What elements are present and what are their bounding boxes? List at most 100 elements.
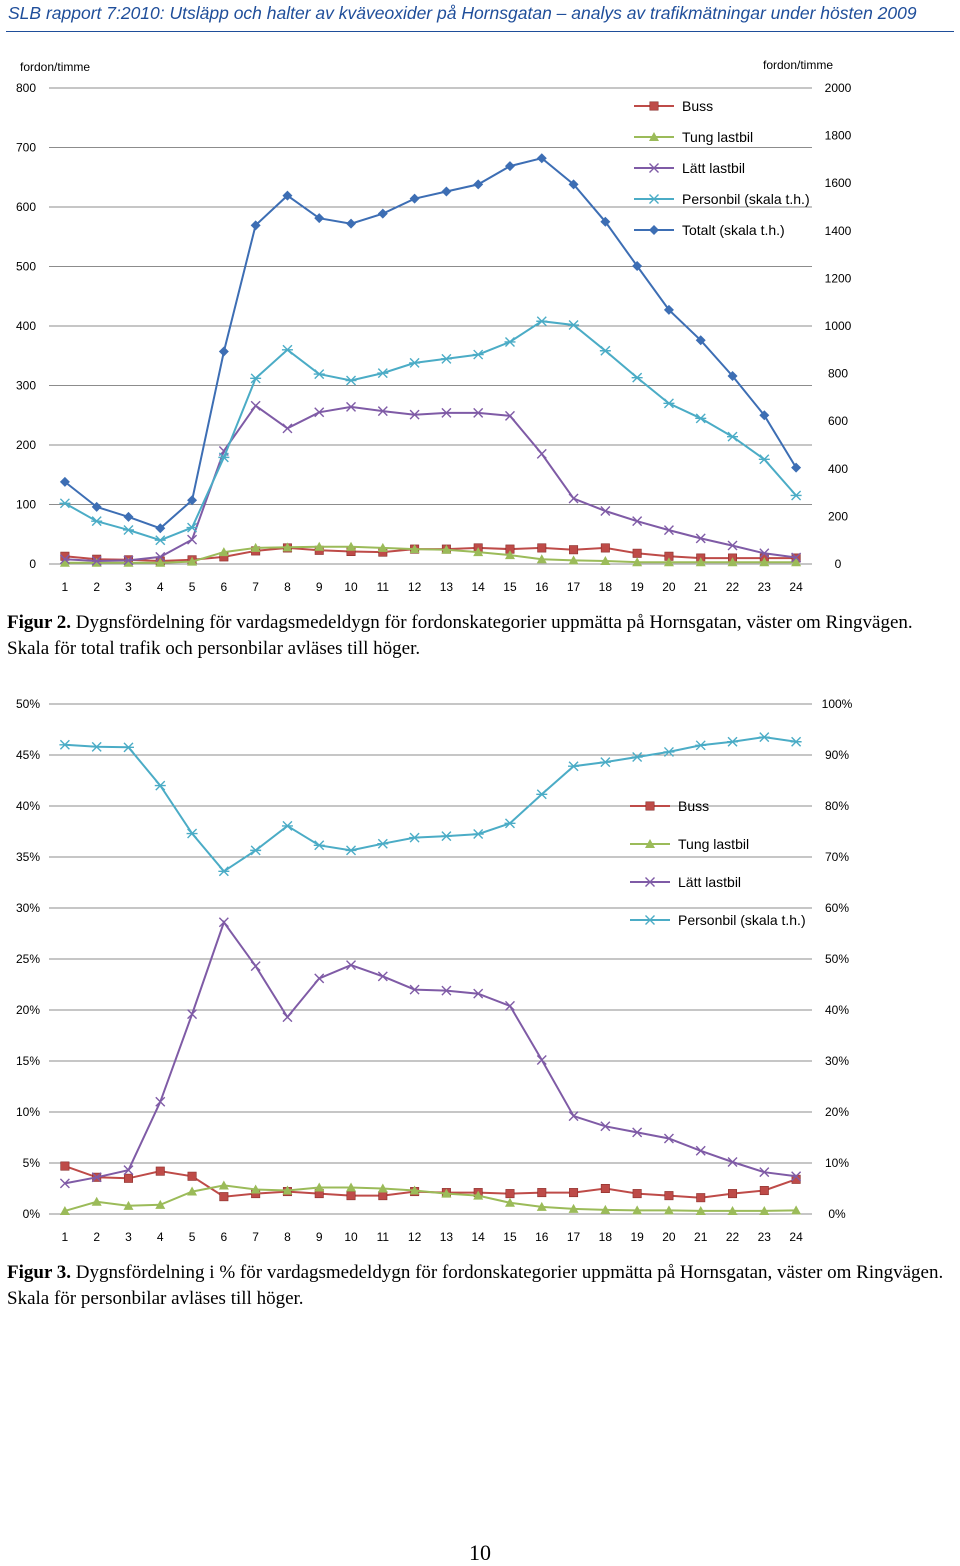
data-point-lätt-lastbil — [377, 971, 388, 982]
data-point-lätt-lastbil — [155, 551, 166, 562]
data-point-personbil-skala-t-h — [695, 413, 707, 424]
x-tick-label: 12 — [408, 1230, 422, 1244]
data-point-buss — [60, 1161, 70, 1171]
legend-label-tung-lastbil: Tung lastbil — [682, 129, 753, 145]
data-point-totalt-skala-t-h — [377, 208, 388, 219]
data-point-lätt-lastbil — [91, 1172, 102, 1183]
figure2-caption: Figur 2. Dygnsfördelning för vardagsmede… — [7, 610, 947, 662]
data-point-personbil-skala-t-h — [409, 357, 421, 368]
page-number: 10 — [469, 1540, 491, 1565]
series-buss — [60, 1161, 801, 1203]
data-point-buss — [791, 1174, 801, 1184]
x-tick-label: 10 — [344, 580, 358, 594]
data-point-buss — [759, 1186, 769, 1196]
data-point-lätt-lastbil — [441, 407, 452, 418]
data-point-personbil-skala-t-h — [790, 490, 802, 501]
x-tick-label: 11 — [377, 580, 390, 594]
data-point-personbil-skala-t-h — [568, 761, 580, 772]
data-point-lätt-lastbil — [759, 1167, 770, 1178]
data-point-tung-lastbil — [727, 1205, 738, 1215]
x-tick-label: 6 — [221, 1230, 228, 1244]
x-tick-label: 1 — [62, 1230, 69, 1244]
data-point-buss — [600, 1183, 610, 1193]
y-tick-label: 400 — [16, 319, 36, 333]
legend-marker-buss — [649, 101, 659, 111]
data-point-buss — [632, 548, 642, 558]
header-rule — [6, 31, 954, 32]
legend-marker-personbil-skala-t-h — [644, 915, 656, 925]
data-point-lätt-lastbil — [536, 448, 547, 459]
data-point-lätt-lastbil — [155, 1096, 166, 1107]
series-line-lätt-lastbil — [64, 920, 797, 1185]
data-point-tung-lastbil — [218, 1180, 229, 1190]
report-header: SLB rapport 7:2010: Utsläpp och halter a… — [8, 3, 917, 23]
data-point-personbil-skala-t-h — [186, 828, 198, 839]
data-point-tung-lastbil — [536, 554, 547, 564]
series-tung-lastbil — [59, 541, 802, 567]
data-point-tung-lastbil — [441, 1188, 452, 1198]
data-point-personbil-skala-t-h — [631, 752, 643, 763]
data-point-lätt-lastbil — [727, 1156, 738, 1167]
data-point-tung-lastbil — [536, 1201, 547, 1211]
y-right-tick-label: 0 — [835, 557, 842, 571]
data-point-personbil-skala-t-h — [631, 372, 643, 383]
legend-marker-lätt-lastbil — [645, 877, 655, 887]
data-point-personbil-skala-t-h — [218, 452, 230, 463]
x-tick-label: 4 — [157, 580, 164, 594]
legend-marker-personbil-skala-t-h — [648, 194, 660, 204]
x-tick-label: 14 — [472, 580, 486, 594]
legend-label-lätt-lastbil: Lätt lastbil — [682, 160, 745, 176]
data-point-tung-lastbil — [600, 556, 611, 566]
x-tick-label: 10 — [344, 1230, 358, 1244]
y-right-tick-label: 0% — [828, 1207, 846, 1221]
figure2-label: Figur 2. — [7, 612, 72, 633]
y-right-axis-title: fordon/timme — [763, 58, 833, 72]
data-point-lätt-lastbil — [632, 1127, 643, 1138]
data-point-tung-lastbil — [695, 1205, 706, 1215]
y-tick-label: 25% — [16, 952, 40, 966]
data-point-lätt-lastbil — [250, 400, 261, 411]
x-tick-label: 19 — [630, 1230, 644, 1244]
data-point-lätt-lastbil — [218, 917, 229, 928]
data-point-personbil-skala-t-h — [409, 832, 421, 843]
series-tung-lastbil — [59, 1180, 802, 1215]
x-tick-label: 6 — [221, 580, 228, 594]
x-tick-label: 9 — [316, 1230, 323, 1244]
data-point-personbil-skala-t-h — [281, 820, 293, 831]
figure2-caption-text: Dygnsfördelning för vardagsmedeldygn för… — [7, 612, 913, 659]
x-tick-label: 22 — [726, 1230, 740, 1244]
data-point-totalt-skala-t-h — [441, 186, 452, 197]
data-point-totalt-skala-t-h — [123, 511, 134, 522]
data-point-buss — [505, 1189, 515, 1199]
data-point-lätt-lastbil — [441, 985, 452, 996]
x-tick-label: 18 — [599, 580, 613, 594]
x-tick-label: 14 — [472, 1230, 486, 1244]
data-point-totalt-skala-t-h — [473, 179, 484, 190]
x-tick-label: 19 — [630, 580, 644, 594]
gridlines — [49, 703, 812, 1215]
data-point-lätt-lastbil — [282, 1012, 293, 1023]
legend-marker-lätt-lastbil — [649, 163, 659, 173]
x-tick-label: 9 — [316, 580, 323, 594]
data-point-tung-lastbil — [377, 542, 388, 552]
legend-marker-tung-lastbil — [645, 839, 655, 848]
x-tick-label: 21 — [694, 1230, 708, 1244]
data-point-lätt-lastbil — [695, 1145, 706, 1156]
data-point-personbil-skala-t-h — [472, 829, 484, 840]
data-point-tung-lastbil — [759, 1205, 770, 1215]
data-point-buss — [696, 1193, 706, 1203]
data-point-personbil-skala-t-h — [727, 431, 739, 442]
data-point-lätt-lastbil — [473, 407, 484, 418]
y-right-tick-label: 200 — [828, 509, 848, 523]
data-point-personbil-skala-t-h — [345, 375, 357, 386]
x-tick-label: 15 — [503, 580, 517, 594]
data-point-personbil-skala-t-h — [472, 349, 484, 360]
x-tick-label: 21 — [694, 580, 708, 594]
figure3-label: Figur 3. — [7, 1262, 72, 1283]
data-point-totalt-skala-t-h — [314, 213, 325, 224]
data-point-buss — [728, 1189, 738, 1199]
data-point-personbil-skala-t-h — [377, 368, 389, 379]
y-right-tick-label: 1000 — [825, 319, 852, 333]
data-point-lätt-lastbil — [568, 493, 579, 504]
data-point-personbil-skala-t-h — [59, 739, 71, 750]
